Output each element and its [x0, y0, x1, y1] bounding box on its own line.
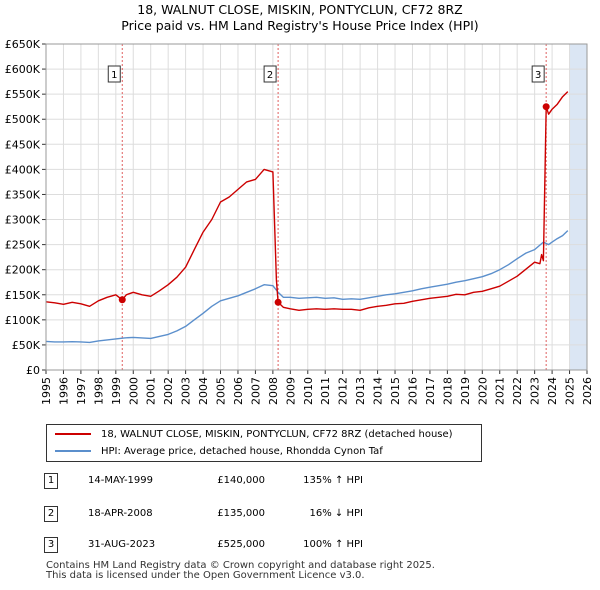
x-tick-label: 2004 [197, 377, 210, 405]
chart-title-line1: 18, WALNUT CLOSE, MISKIN, PONTYCLUN, CF7… [137, 2, 463, 17]
y-tick-label: £150K [5, 289, 41, 302]
sale-label-number: 2 [267, 70, 273, 81]
x-tick-label: 2021 [494, 377, 507, 405]
legend-label-hpi: HPI: Average price, detached house, Rhon… [101, 446, 383, 457]
legend-swatch-hpi [55, 450, 91, 452]
sale-hpi-change: 16% ↓ HPI [309, 508, 363, 519]
plot-frame [45, 43, 588, 371]
legend-swatch-property [55, 433, 91, 435]
y-tick-label: £500K [5, 113, 41, 126]
y-tick-label: £450K [5, 138, 41, 151]
x-tick-label: 2011 [319, 377, 332, 405]
sale-row: 2 18-APR-2008 £135,000 16% ↓ HPI [40, 503, 560, 525]
x-tick-label: 2015 [389, 377, 402, 405]
footer: Contains HM Land Registry data © Crown c… [46, 561, 435, 581]
sale-label-box [531, 65, 545, 83]
sale-price: £140,000 [217, 475, 265, 486]
sale-label-box [107, 65, 121, 83]
y-tick-label: £350K [5, 188, 41, 201]
y-tick-label: £200K [5, 264, 41, 277]
y-tick-label: £0 [26, 364, 40, 377]
sale-row: 1 14-MAY-1999 £140,000 135% ↑ HPI [40, 470, 560, 492]
x-tick-label: 2017 [424, 377, 437, 405]
y-tick-label: £600K [5, 63, 41, 76]
sale-label-box [263, 65, 277, 83]
footer-copyright: Contains HM Land Registry data © Crown c… [46, 560, 435, 571]
chart-title-line2: Price paid vs. HM Land Registry's House … [121, 18, 479, 33]
x-tick-label: 1996 [57, 377, 70, 405]
x-tick-label: 2020 [476, 377, 489, 405]
y-tick-label: £400K [5, 163, 41, 176]
x-tick-label: 2008 [267, 377, 280, 405]
hpi-line [45, 230, 569, 344]
x-tick-label: 2013 [354, 377, 367, 405]
sale-date: 31-AUG-2023 [88, 539, 156, 550]
x-tick-label: 1999 [110, 377, 123, 405]
sale-price: £135,000 [217, 508, 265, 519]
x-tick-label: 2006 [232, 377, 245, 405]
sale-point [274, 298, 282, 306]
x-tick-label: 1997 [75, 377, 88, 405]
x-tick-label: 2024 [546, 377, 559, 405]
property-price-line [45, 91, 569, 311]
x-tick-label: 1998 [92, 377, 105, 405]
x-tick-label: 2002 [162, 377, 175, 405]
legend: 18, WALNUT CLOSE, MISKIN, PONTYCLUN, CF7… [46, 424, 482, 462]
footer-licence: This data is licensed under the Open Gov… [46, 570, 365, 581]
x-tick-label: 2022 [511, 377, 524, 405]
x-tick-label: 2025 [564, 377, 577, 405]
x-tick-label: 2023 [529, 377, 542, 405]
legend-entry-property: 18, WALNUT CLOSE, MISKIN, PONTYCLUN, CF7… [55, 427, 453, 443]
y-tick-label: £50K [12, 339, 41, 352]
x-tick-label: 2007 [249, 377, 262, 405]
x-tick-label: 2001 [145, 377, 158, 405]
y-tick-label: £650K [5, 38, 41, 51]
sale-number-badge: 1 [44, 473, 58, 489]
x-tick-label: 2009 [284, 377, 297, 405]
legend-entry-hpi: HPI: Average price, detached house, Rhon… [55, 444, 383, 460]
x-tick-label: 1995 [40, 377, 53, 405]
x-tick-label: 2003 [180, 377, 193, 405]
sale-point [118, 296, 126, 304]
sale-point [542, 103, 550, 111]
x-tick-label: 2005 [215, 377, 228, 405]
sale-hpi-change: 135% ↑ HPI [303, 475, 363, 486]
x-tick-label: 2012 [337, 377, 350, 405]
sale-price: £525,000 [217, 539, 265, 550]
future-shade [569, 44, 587, 370]
price-chart: £0 £50K £100K £150K £200K £250K £300K £350K £400… [5, 38, 594, 405]
legend-label-property: 18, WALNUT CLOSE, MISKIN, PONTYCLUN, CF7… [101, 429, 453, 440]
sale-label-number: 3 [535, 70, 541, 81]
sale-date: 18-APR-2008 [88, 508, 153, 519]
x-tick-label: 2018 [441, 377, 454, 405]
x-tick-label: 2000 [127, 377, 140, 405]
sale-row: 3 31-AUG-2023 £525,000 100% ↑ HPI [40, 534, 560, 556]
sale-number-badge: 3 [44, 537, 58, 553]
y-tick-label: £300K [5, 214, 41, 227]
x-tick-label: 2016 [406, 377, 419, 405]
y-tick-label: £250K [5, 239, 41, 252]
x-tick-label: 2019 [459, 377, 472, 405]
plot-background [46, 44, 587, 370]
sale-date: 14-MAY-1999 [88, 475, 154, 486]
x-tick-label: 2014 [372, 377, 385, 405]
y-tick-label: £550K [5, 88, 41, 101]
sale-number-badge: 2 [44, 506, 58, 522]
sale-hpi-change: 100% ↑ HPI [303, 539, 363, 550]
y-tick-label: £100K [5, 314, 41, 327]
x-tick-label: 2010 [302, 377, 315, 405]
x-tick-label: 2026 [581, 377, 594, 405]
sale-label-number: 1 [111, 70, 117, 81]
